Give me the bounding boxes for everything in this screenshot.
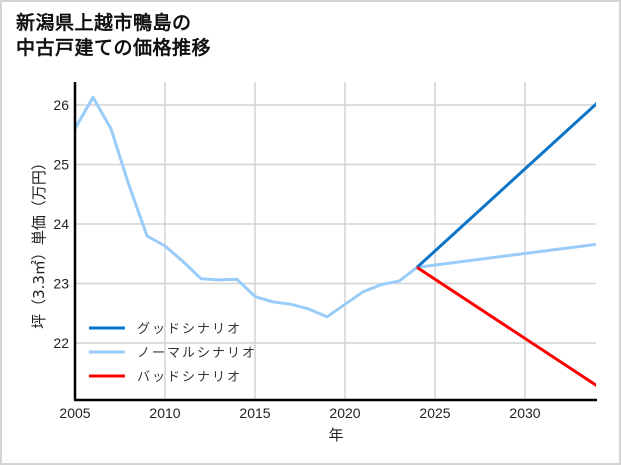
y-tick-label: 23	[53, 276, 69, 292]
x-tick-label: 2005	[59, 405, 90, 421]
y-tick-labels: 26 25 24 23 22	[53, 97, 69, 351]
legend-label: バッドシナリオ	[137, 370, 242, 385]
series-line-1	[75, 95, 596, 319]
x-tick-labels: 2005 2010 2015 2020 2025 2030	[59, 405, 540, 421]
legend-label: ノーマルシナリオ	[137, 346, 257, 361]
y-tick-label: 25	[53, 157, 69, 173]
x-axis-label: 年	[328, 426, 343, 444]
y-tick-label: 24	[53, 216, 69, 232]
title-line-2: 中古戸建ての価格推移	[16, 37, 212, 59]
x-tick-label: 2015	[239, 405, 270, 421]
chart-title: 新潟県上越市鴨島の 中古戸建ての価格推移	[16, 11, 211, 61]
series-line-0	[415, 102, 596, 269]
data-lines	[75, 95, 596, 387]
x-tick-label: 2025	[419, 405, 450, 421]
y-axis-label: 坪（3.3㎡）単価（万円）	[30, 155, 48, 329]
axes	[73, 82, 597, 402]
grid-lines	[75, 82, 596, 400]
y-tick-label: 26	[53, 97, 69, 113]
legend-label: グッドシナリオ	[137, 322, 242, 337]
x-tick-label: 2030	[509, 405, 540, 421]
series-line-2	[416, 266, 596, 387]
x-tick-label: 2020	[329, 405, 360, 421]
title-line-1: 新潟県上越市鴨島の	[16, 12, 192, 34]
y-tick-label: 22	[53, 335, 69, 351]
x-tick-label: 2010	[149, 405, 180, 421]
